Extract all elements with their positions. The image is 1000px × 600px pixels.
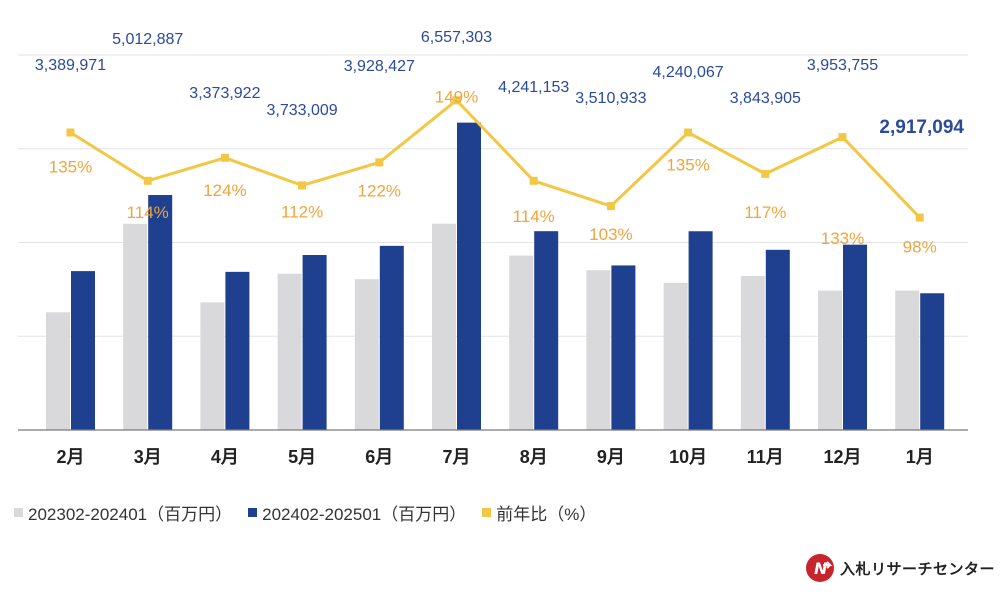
yoy-percent-label: 122% — [358, 181, 401, 200]
bar-prev-year — [895, 290, 920, 430]
svg-text:N: N — [814, 559, 828, 578]
yoy-percent-label: 103% — [589, 225, 632, 244]
bar-value-label: 3,843,905 — [730, 90, 801, 107]
legend-swatch-current-year — [248, 507, 258, 517]
legend-label-yoy: 前年比（%） — [496, 504, 597, 524]
bar-value-label: 6,557,303 — [421, 29, 492, 46]
bar-prev-year — [200, 302, 225, 430]
bar-value-label: 3,510,933 — [575, 90, 646, 107]
x-tick-label: 9月 — [597, 447, 625, 467]
bar-current-year — [534, 231, 559, 430]
yoy-marker — [298, 181, 307, 190]
yoy-percent-label: 135% — [666, 156, 709, 175]
bar-prev-year — [46, 312, 70, 430]
yoy-percent-label: 114% — [127, 203, 169, 222]
x-tick-label: 11月 — [747, 447, 784, 467]
x-tick-label: 1月 — [906, 447, 934, 467]
yoy-marker — [452, 96, 461, 105]
bar-prev-year — [509, 255, 534, 430]
bar-value-label: 3,733,009 — [267, 102, 338, 119]
bar-value-label: 5,012,887 — [112, 31, 183, 48]
bar-current-year — [457, 122, 481, 431]
yoy-marker — [761, 169, 770, 178]
legend-label-current-year: 202402-202501（百万円） — [262, 504, 467, 524]
x-tick-label: 10月 — [669, 447, 707, 467]
legend-item-prev-year: 202302-202401（百万円） — [14, 500, 232, 525]
yoy-percent-label: 114% — [513, 207, 555, 226]
bar-prev-year — [818, 290, 842, 430]
bar-prev-year — [354, 279, 379, 430]
yoy-marker — [606, 202, 615, 211]
bar-value-label: 4,240,067 — [653, 64, 724, 81]
legend-item-yoy: 前年比（%） — [482, 500, 596, 525]
x-tick-label: 5月 — [288, 447, 316, 467]
brand-logo-icon: N — [806, 554, 834, 582]
x-tick-label: 8月 — [520, 447, 548, 467]
bar-prev-year — [663, 282, 688, 430]
bar-prev-year — [432, 223, 456, 430]
bar-current-year — [688, 231, 713, 430]
yoy-marker — [220, 153, 229, 162]
bar-current-year — [611, 265, 636, 430]
chart-svg: 2月 3月 4月 5月 6月 7月 8月 9月 10月 11月 12月 1月 135% 114% 124% 1… — [18, 29, 968, 467]
bar-current-year — [379, 245, 404, 430]
yoy-percent-label: 112% — [281, 202, 323, 221]
x-tick-label: 4月 — [211, 447, 239, 467]
bar-prev-year — [277, 273, 302, 430]
bar-value-label: 4,241,153 — [498, 79, 569, 96]
x-tick-label: 2月 — [56, 447, 84, 467]
bar-value-label: 3,373,922 — [189, 85, 260, 102]
x-tick-label: 12月 — [823, 447, 861, 467]
bar-prev-year — [123, 223, 148, 430]
legend-swatch-prev-year — [14, 507, 23, 517]
yoy-marker — [143, 176, 152, 185]
bar-current-year — [225, 271, 250, 430]
yoy-marker — [529, 176, 538, 185]
x-tick-label: 6月 — [365, 447, 393, 467]
yoy-percent-label: 124% — [203, 181, 246, 200]
yoy-percent-label: 98% — [903, 238, 937, 257]
yoy-percent-label: 117% — [744, 203, 786, 222]
bar-value-label: 2,917,094 — [879, 117, 964, 138]
legend-swatch-yoy — [482, 507, 492, 517]
yoy-marker — [838, 133, 847, 142]
bar-current-year — [765, 249, 790, 430]
yoy-marker — [915, 213, 924, 222]
x-tick-label: 3月 — [134, 447, 162, 467]
bar-value-label: 3,953,755 — [807, 57, 878, 74]
bar-current-year — [71, 271, 95, 430]
legend-item-current-year: 202402-202501（百万円） — [248, 500, 466, 525]
yoy-marker — [375, 158, 384, 167]
bar-value-label: 3,389,971 — [35, 57, 106, 74]
bar-current-year — [843, 244, 867, 430]
yoy-percent-label: 135% — [49, 158, 92, 177]
chart-legend: 202302-202401（百万円） 202402-202501（百万円） 前年… — [14, 500, 612, 524]
legend-label-prev-year: 202302-202401（百万円） — [28, 504, 233, 524]
bar-current-year — [148, 195, 173, 430]
bar-prev-year — [586, 270, 611, 430]
bar-value-label: 3,928,427 — [344, 58, 415, 75]
yoy-line — [69, 98, 921, 219]
bar-prev-year — [740, 276, 765, 430]
bar-current-year — [302, 255, 327, 430]
yoy-marker — [66, 128, 75, 137]
bar-current-year — [920, 293, 945, 430]
yoy-percent-label: 149% — [435, 87, 478, 106]
x-tick-label: 7月 — [442, 447, 470, 467]
brand: N 入札リサーチセンター — [806, 553, 995, 583]
brand-name: 入札リサーチセンター — [840, 560, 996, 578]
yoy-marker — [684, 128, 693, 137]
yoy-percent-label: 133% — [821, 229, 864, 248]
